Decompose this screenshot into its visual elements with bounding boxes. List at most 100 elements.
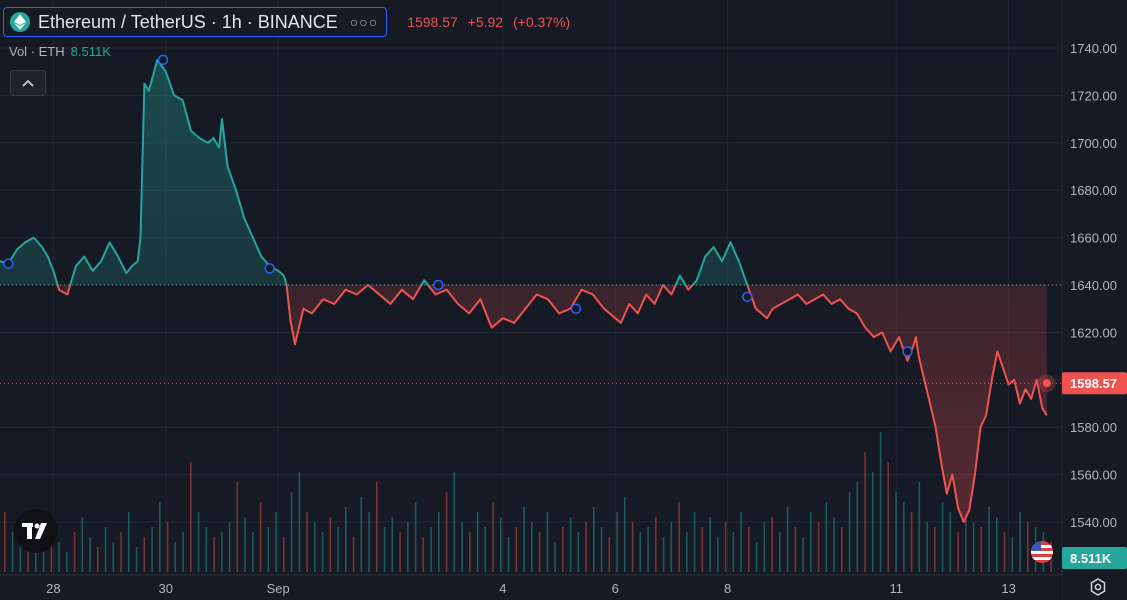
event-marker bbox=[158, 55, 167, 64]
volume-bar bbox=[500, 517, 502, 572]
volume-bar bbox=[795, 527, 797, 572]
price-area-fill bbox=[0, 60, 1062, 522]
volume-bar bbox=[4, 512, 6, 572]
volume-bar bbox=[144, 537, 146, 572]
y-tick-label: 1740.00 bbox=[1070, 41, 1117, 56]
volume-bar bbox=[787, 507, 789, 572]
volume-bar bbox=[337, 527, 339, 572]
volume-bar bbox=[826, 502, 828, 572]
volume-bar bbox=[136, 547, 138, 572]
y-tick-label: 1720.00 bbox=[1070, 88, 1117, 103]
volume-bar bbox=[779, 532, 781, 572]
volume-bar bbox=[399, 532, 401, 572]
volume-bar bbox=[392, 517, 394, 572]
volume-bar bbox=[492, 502, 494, 572]
volume-bar bbox=[190, 462, 192, 572]
volume-bar bbox=[128, 512, 130, 572]
event-marker bbox=[4, 259, 13, 268]
volume-bar bbox=[182, 532, 184, 572]
volume-bar bbox=[237, 482, 239, 572]
volume-bar bbox=[554, 542, 556, 572]
event-marker bbox=[434, 281, 443, 290]
volume-bar bbox=[376, 482, 378, 572]
us-flag-icon[interactable] bbox=[1031, 541, 1053, 563]
volume-bar bbox=[919, 482, 921, 572]
volume-bar bbox=[74, 532, 76, 572]
volume-bar bbox=[562, 527, 564, 572]
volume-bar bbox=[888, 462, 890, 572]
volume-value: 8.511K bbox=[71, 44, 111, 59]
volume-bar bbox=[911, 512, 913, 572]
volume-bar bbox=[151, 527, 153, 572]
volume-bar bbox=[485, 527, 487, 572]
volume-bar bbox=[353, 537, 355, 572]
last-price-value: 1598.57 bbox=[407, 14, 458, 30]
event-marker bbox=[265, 264, 274, 273]
volume-bar bbox=[647, 527, 649, 572]
volume-bar bbox=[345, 507, 347, 572]
volume-bar bbox=[330, 517, 332, 572]
volume-bar bbox=[632, 522, 634, 572]
x-tick-label: 28 bbox=[46, 581, 60, 596]
y-tick-label: 1640.00 bbox=[1070, 278, 1117, 293]
collapse-legend-button[interactable] bbox=[10, 70, 46, 96]
tradingview-logo-icon[interactable] bbox=[14, 509, 58, 553]
more-dots-icon[interactable]: ○○○ bbox=[350, 14, 378, 30]
y-tick-label: 1580.00 bbox=[1070, 420, 1117, 435]
volume-bar bbox=[1012, 537, 1014, 572]
volume-bar bbox=[950, 512, 952, 572]
price-quote: 1598.57 +5.92 (+0.37%) bbox=[407, 14, 576, 30]
volume-bar bbox=[841, 527, 843, 572]
volume-bar bbox=[895, 492, 897, 572]
volume-bar bbox=[578, 532, 580, 572]
volume-bar bbox=[423, 537, 425, 572]
x-tick-label: 8 bbox=[724, 581, 731, 596]
volume-bar bbox=[446, 492, 448, 572]
ethereum-logo-icon bbox=[10, 12, 30, 32]
volume-bar bbox=[678, 502, 680, 572]
volume-bar bbox=[996, 517, 998, 572]
volume-bar bbox=[818, 522, 820, 572]
volume-bar bbox=[430, 527, 432, 572]
x-tick-label: 6 bbox=[612, 581, 619, 596]
symbol-title: Ethereum / TetherUS · 1h · BINANCE bbox=[38, 12, 338, 33]
x-tick-label: 30 bbox=[159, 581, 173, 596]
volume-badge-label: 8.511K bbox=[1070, 551, 1112, 566]
volume-bar bbox=[857, 482, 859, 572]
volume-bars bbox=[4, 432, 1052, 572]
volume-bar bbox=[120, 532, 122, 572]
volume-bar bbox=[167, 522, 169, 572]
volume-bar bbox=[717, 537, 719, 572]
volume-bar bbox=[58, 542, 60, 572]
x-tick-label: 11 bbox=[889, 581, 903, 596]
volume-bar bbox=[988, 507, 990, 572]
volume-bar bbox=[934, 527, 936, 572]
volume-bar bbox=[872, 472, 874, 572]
volume-bar bbox=[601, 527, 603, 572]
volume-bar bbox=[585, 522, 587, 572]
volume-bar bbox=[291, 492, 293, 572]
volume-bar bbox=[12, 532, 14, 572]
symbol-title-box[interactable]: Ethereum / TetherUS · 1h · BINANCE ○○○ bbox=[3, 7, 387, 37]
event-marker bbox=[903, 347, 912, 356]
volume-bar bbox=[686, 532, 688, 572]
last-price-badge-label: 1598.57 bbox=[1070, 376, 1117, 391]
volume-bar bbox=[539, 532, 541, 572]
volume-bar bbox=[306, 512, 308, 572]
y-tick-label: 1620.00 bbox=[1070, 325, 1117, 340]
volume-bar bbox=[640, 532, 642, 572]
volume-bar bbox=[942, 502, 944, 572]
volume-bar bbox=[322, 532, 324, 572]
chevron-up-icon bbox=[22, 79, 34, 87]
settings-gear-icon[interactable] bbox=[1088, 577, 1108, 597]
y-tick-label: 1660.00 bbox=[1070, 231, 1117, 246]
volume-bar bbox=[252, 532, 254, 572]
volume-bar bbox=[880, 432, 882, 572]
event-marker bbox=[571, 304, 580, 313]
volume-bar bbox=[229, 522, 231, 572]
volume-legend: Vol · ETH 8.511K bbox=[9, 44, 111, 59]
volume-bar bbox=[957, 532, 959, 572]
volume-bar bbox=[709, 517, 711, 572]
volume-bar bbox=[663, 537, 665, 572]
